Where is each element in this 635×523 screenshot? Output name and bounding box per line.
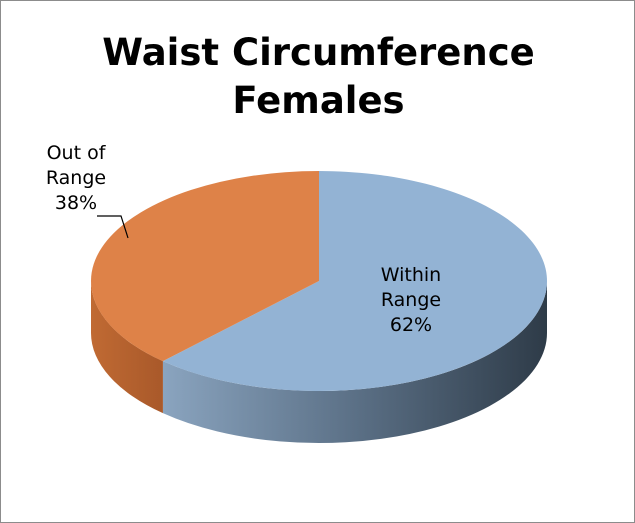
slice-side xyxy=(91,281,163,414)
category-label: Within Range xyxy=(380,264,442,311)
value-label: 38% xyxy=(54,192,98,214)
pie xyxy=(91,171,548,443)
value-label: 62% xyxy=(389,314,433,336)
slice xyxy=(91,171,319,362)
leader-line xyxy=(97,215,129,239)
slice-side xyxy=(162,281,547,443)
category-label: Out of Range xyxy=(45,142,107,189)
chart-title: Waist Circumference Females xyxy=(102,31,535,122)
slice xyxy=(162,171,548,391)
slice-label: Out of Range 38% xyxy=(31,141,121,216)
slice-label: Within Range 62% xyxy=(356,263,466,338)
